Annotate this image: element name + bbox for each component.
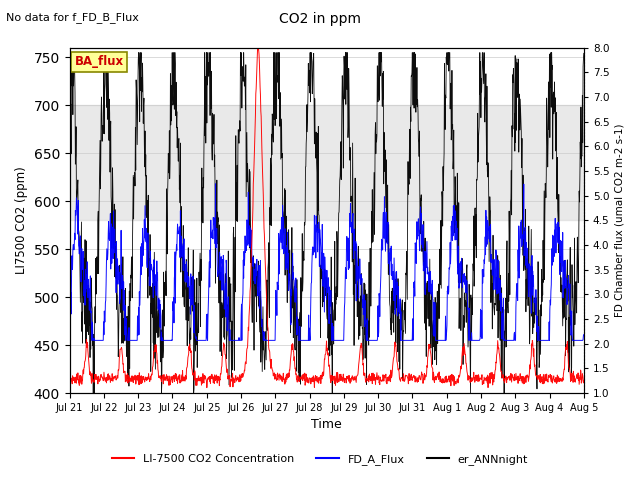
Legend: LI-7500 CO2 Concentration, FD_A_Flux, er_ANNnight: LI-7500 CO2 Concentration, FD_A_Flux, er… [108, 450, 532, 469]
Y-axis label: FD Chamber flux (umal CO2 m-2 s-1): FD Chamber flux (umal CO2 m-2 s-1) [615, 124, 625, 317]
Y-axis label: LI7500 CO2 (ppm): LI7500 CO2 (ppm) [15, 167, 28, 275]
Text: CO2 in ppm: CO2 in ppm [279, 12, 361, 26]
X-axis label: Time: Time [311, 419, 342, 432]
Bar [70, 105, 584, 220]
Text: No data for f_FD_B_Flux: No data for f_FD_B_Flux [6, 12, 140, 23]
Text: BA_flux: BA_flux [75, 55, 124, 68]
